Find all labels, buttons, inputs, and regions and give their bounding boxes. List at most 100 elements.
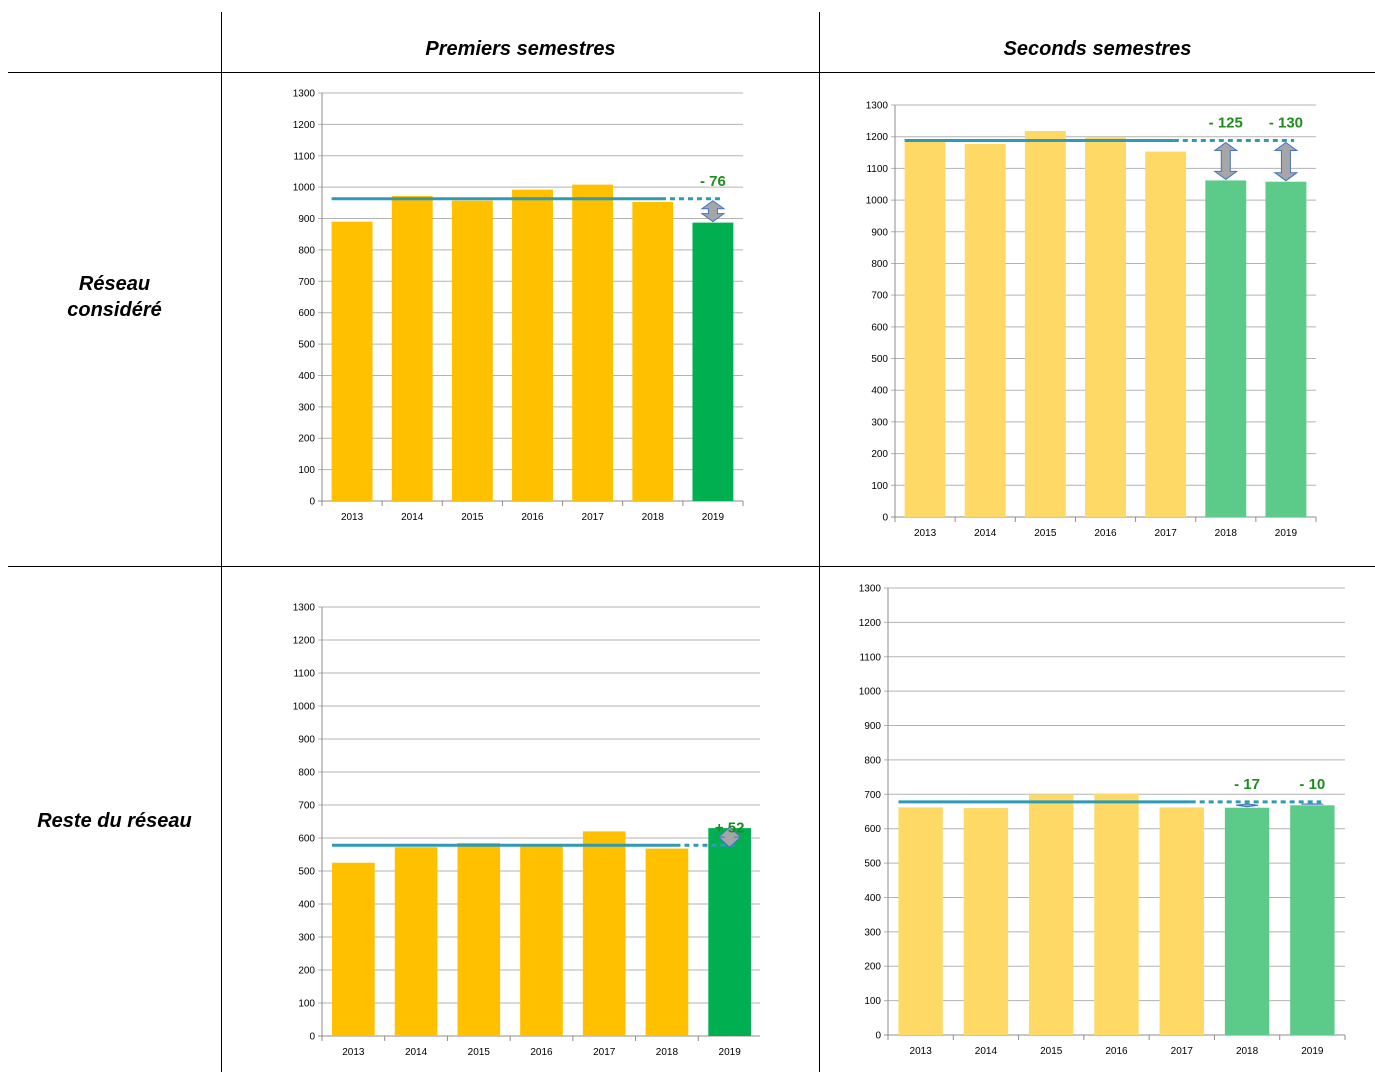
bar-2015 bbox=[451, 200, 493, 501]
y-tick-label: 500 bbox=[871, 354, 888, 365]
y-tick-label: 1200 bbox=[293, 636, 316, 647]
x-tick-label: 2015 bbox=[1034, 528, 1057, 539]
y-tick-label: 1200 bbox=[859, 618, 882, 629]
bar-2018 bbox=[1224, 807, 1270, 1035]
bar-2013 bbox=[904, 141, 946, 518]
x-tick-label: 2016 bbox=[1105, 1046, 1128, 1057]
y-tick-label: 1300 bbox=[866, 101, 889, 112]
y-tick-label: 700 bbox=[298, 801, 315, 812]
y-tick-label: 0 bbox=[309, 497, 315, 508]
y-tick-label: 1100 bbox=[293, 151, 315, 162]
table-divider-middle bbox=[819, 12, 820, 1072]
x-tick-label: 2018 bbox=[642, 512, 665, 523]
y-tick-label: 600 bbox=[871, 322, 888, 333]
y-tick-label: 500 bbox=[298, 867, 315, 878]
y-tick-label: 600 bbox=[298, 834, 315, 845]
bar-2013 bbox=[898, 807, 943, 1035]
x-tick-label: 2019 bbox=[1275, 528, 1298, 539]
x-tick-label: 2017 bbox=[582, 512, 605, 523]
x-tick-label: 2019 bbox=[702, 512, 725, 523]
delta-label: - 76 bbox=[700, 173, 726, 190]
y-tick-label: 100 bbox=[864, 996, 881, 1007]
x-tick-label: 2016 bbox=[530, 1047, 553, 1058]
y-tick-label: 800 bbox=[298, 768, 315, 779]
y-tick-label: 1100 bbox=[866, 164, 888, 175]
chart-first-semesters-rest: 0 100 200 300 400 500 600 700 800 900 1000 1100 1200… bbox=[293, 603, 760, 1058]
table-divider-left bbox=[221, 12, 222, 1072]
y-tick-label: 0 bbox=[875, 1031, 881, 1042]
y-tick-label: 1100 bbox=[293, 669, 315, 680]
bar-2017 bbox=[582, 831, 626, 1036]
x-tick-label: 2013 bbox=[910, 1046, 933, 1057]
bar-2014 bbox=[964, 143, 1006, 517]
x-tick-label: 2015 bbox=[468, 1047, 491, 1058]
table-row-rule bbox=[8, 566, 1375, 567]
y-tick-label: 300 bbox=[871, 417, 888, 428]
x-tick-label: 2017 bbox=[593, 1047, 616, 1058]
table-header-rule bbox=[8, 72, 1375, 73]
y-tick-label: 100 bbox=[298, 999, 315, 1010]
x-tick-label: 2014 bbox=[405, 1047, 428, 1058]
bar-2016 bbox=[1094, 793, 1139, 1035]
bar-2013 bbox=[332, 862, 375, 1036]
y-tick-label: 200 bbox=[298, 966, 315, 977]
x-tick-label: 2018 bbox=[656, 1047, 679, 1058]
delta-label: - 10 bbox=[1299, 776, 1325, 793]
y-tick-label: 800 bbox=[864, 755, 881, 766]
y-tick-label: 200 bbox=[298, 434, 315, 445]
x-tick-label: 2014 bbox=[975, 1046, 998, 1057]
y-tick-label: 800 bbox=[298, 245, 315, 256]
column-header-second-semesters: Seconds semestres bbox=[1003, 38, 1192, 60]
y-tick-label: 1200 bbox=[293, 120, 316, 131]
x-tick-label: 2014 bbox=[974, 528, 997, 539]
delta-arrow bbox=[1236, 803, 1259, 808]
bar-2017 bbox=[1159, 807, 1204, 1035]
y-tick-label: 1200 bbox=[866, 132, 889, 143]
y-tick-label: 200 bbox=[871, 449, 888, 460]
y-tick-label: 900 bbox=[871, 227, 888, 238]
delta-label: - 125 bbox=[1209, 114, 1243, 131]
delta-arrow bbox=[1213, 141, 1239, 181]
bar-2014 bbox=[963, 808, 1009, 1035]
x-tick-label: 2013 bbox=[341, 512, 364, 523]
row-header-line-1: Reste du réseau bbox=[37, 810, 192, 832]
chart-second-semesters-network: 0 100 200 300 400 500 600 700 800 900 1000 1100 1200… bbox=[866, 101, 1317, 539]
x-tick-label: 2016 bbox=[1094, 528, 1117, 539]
bar-2013 bbox=[331, 221, 373, 501]
delta-arrow bbox=[700, 200, 726, 223]
x-tick-label: 2019 bbox=[719, 1047, 742, 1058]
bar-2018 bbox=[1205, 180, 1247, 518]
x-tick-label: 2018 bbox=[1236, 1046, 1259, 1057]
bar-2019 bbox=[1265, 181, 1307, 517]
x-tick-label: 2013 bbox=[342, 1047, 365, 1058]
row-header-rest-of-network: Reste du réseau bbox=[8, 808, 221, 834]
bar-2019 bbox=[708, 828, 751, 1036]
y-tick-label: 500 bbox=[864, 859, 881, 870]
x-tick-label: 2017 bbox=[1171, 1046, 1194, 1057]
y-tick-label: 200 bbox=[864, 962, 881, 973]
bar-2015 bbox=[1024, 130, 1066, 517]
bar-2018 bbox=[645, 848, 689, 1036]
y-tick-label: 400 bbox=[864, 893, 881, 904]
x-tick-label: 2013 bbox=[914, 528, 937, 539]
delta-arrow bbox=[717, 826, 742, 848]
bar-2017 bbox=[1145, 151, 1187, 517]
y-tick-label: 700 bbox=[298, 277, 315, 288]
y-tick-label: 800 bbox=[871, 259, 888, 270]
row-header-line-1: Réseau bbox=[78, 273, 151, 295]
y-tick-label: 900 bbox=[298, 735, 315, 746]
x-tick-label: 2018 bbox=[1215, 528, 1238, 539]
delta-label: - 17 bbox=[1234, 776, 1260, 793]
y-tick-label: 300 bbox=[298, 402, 315, 413]
bar-2016 bbox=[520, 846, 563, 1036]
x-tick-label: 2015 bbox=[1040, 1046, 1063, 1057]
chart-first-semesters-network: 0 100 200 300 400 500 600 700 800 900 1000 1100 1200… bbox=[293, 89, 744, 523]
y-tick-label: 1000 bbox=[293, 183, 316, 194]
row-header-line-2: considéré bbox=[67, 299, 162, 321]
y-tick-label: 0 bbox=[309, 1032, 315, 1043]
bar-2017 bbox=[572, 184, 614, 501]
bar-2019 bbox=[1290, 805, 1335, 1035]
y-tick-label: 1300 bbox=[293, 603, 316, 614]
y-tick-label: 600 bbox=[864, 824, 881, 835]
y-tick-label: 600 bbox=[298, 308, 315, 319]
